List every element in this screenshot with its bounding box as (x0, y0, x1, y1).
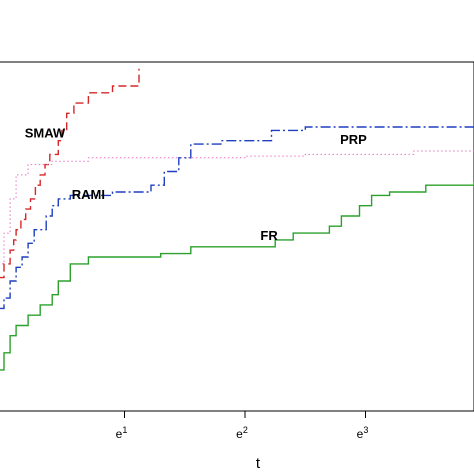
x-tick-label: e3 (357, 425, 369, 441)
series-label-smaw: SMAW (25, 125, 66, 140)
series-line-smaw (0, 68, 140, 279)
plot-frame (0, 61, 474, 412)
x-tick-label: e2 (236, 425, 248, 441)
x-tick-label: e1 (116, 425, 128, 441)
x-axis-title: t (256, 455, 261, 472)
series-label-rami: RAMI (72, 187, 105, 202)
series-line-prp (0, 150, 474, 265)
series-label-fr: FR (260, 228, 278, 243)
x-tick-label-base: e (116, 427, 123, 441)
x-tick-label-exponent: 3 (363, 425, 368, 435)
series-label-prp: PRP (340, 132, 367, 147)
x-axis-ticks: e1 e2 e3 (116, 411, 369, 441)
x-tick-label-base: e (236, 427, 243, 441)
series-line-rami (0, 123, 474, 310)
x-tick-label-exponent: 1 (122, 425, 127, 435)
series-line-fr (0, 181, 474, 371)
x-tick-label-exponent: 2 (243, 425, 248, 435)
x-tick-label-base: e (357, 427, 364, 441)
series-lines (0, 68, 474, 371)
series-labels: SMAW PRP RAMI FR (25, 125, 367, 243)
